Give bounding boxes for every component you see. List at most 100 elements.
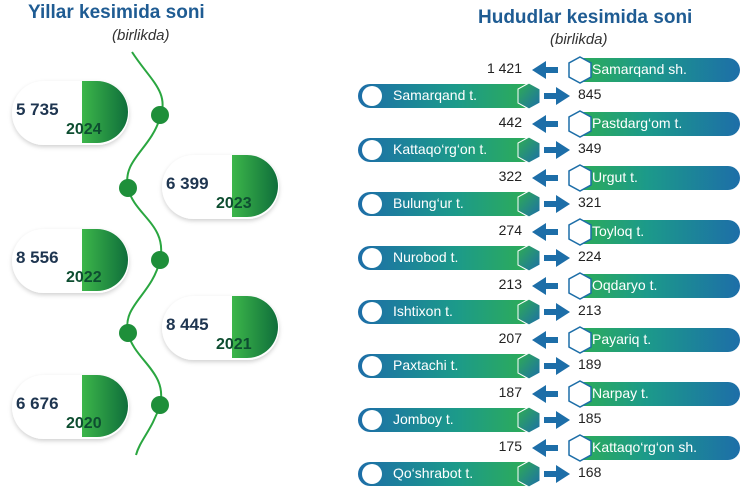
district-label: Jomboy t. [393,411,454,427]
district-label: Qo‘shrabot t. [393,465,474,481]
hex-marker [568,326,592,354]
district-circle [362,464,382,484]
district-value: 274 [498,222,522,238]
district-value: 187 [498,384,522,400]
hex-marker [517,298,541,326]
district-bar [358,408,536,432]
hex-marker [517,406,541,434]
year-value: 6 676 [16,394,59,413]
district-value: 321 [578,194,602,210]
district-circle [362,140,382,160]
arrow-left-icon [532,331,558,349]
district-label: Payariq t. [592,331,652,347]
district-circle [362,410,382,430]
arrow-left-icon [532,439,558,457]
year-badge [232,296,278,358]
district-value: 845 [578,86,602,102]
district-label: Paxtachi t. [393,357,459,373]
district-circle [362,356,382,376]
arrow-right-icon [544,87,570,105]
district-bar [570,166,740,190]
district-bar [570,274,740,298]
timeline-dot [119,179,137,197]
district-value: 189 [578,356,602,372]
arrow-left-icon [532,115,558,133]
district-bar [358,462,536,486]
district-circle [362,194,382,214]
district-circle [362,248,382,268]
district-label: Ishtixon t. [393,303,453,319]
year-value: 6 399 [166,174,209,193]
arrow-right-icon [544,141,570,159]
left-chart-subtitle: (birlikda) [112,27,170,44]
year-value: 5 735 [16,100,59,119]
district-label: Nurobod t. [393,249,459,265]
district-label: Narpay t. [592,385,649,401]
hex-marker [517,352,541,380]
district-label: Bulung‘ur t. [393,195,464,211]
arrow-right-icon [544,303,570,321]
district-value: 168 [578,464,602,480]
district-bar [570,328,740,352]
year-badge [82,229,128,291]
timeline-dot [151,396,169,414]
timeline-dot [151,251,169,269]
district-label: Samarqand sh. [592,61,687,77]
arrow-left-icon [532,61,558,79]
year-label: 2024 [66,121,102,138]
hex-marker [568,164,592,192]
hex-marker [568,110,592,138]
hex-marker [568,272,592,300]
hex-marker [568,56,592,84]
year-badge [232,155,278,217]
right-chart-title: Hududlar kesimida soni [478,7,693,28]
year-value: 8 556 [16,248,59,267]
district-bar [570,382,740,406]
arrow-right-icon [544,195,570,213]
district-value: 224 [578,248,602,264]
year-value: 8 445 [166,315,209,334]
timeline-dot [119,324,137,342]
district-bar [358,84,536,108]
district-value: 213 [578,302,602,318]
arrow-left-icon [532,223,558,241]
year-label: 2020 [66,415,102,432]
year-label: 2021 [216,336,252,353]
year-label: 2023 [216,195,252,212]
district-bar [570,58,740,82]
district-bar [358,138,536,162]
hex-marker [517,460,541,488]
hex-marker [517,82,541,110]
district-bar [358,300,536,324]
district-label: Oqdaryo t. [592,277,658,293]
district-bar [570,436,740,460]
district-bar [570,220,740,244]
right-chart-subtitle: (birlikda) [550,31,608,48]
hex-marker [568,380,592,408]
district-circle [362,86,382,106]
district-label: Urgut t. [592,169,638,185]
arrow-left-icon [532,169,558,187]
arrow-right-icon [544,249,570,267]
timeline-dot [151,106,169,124]
district-bar [358,246,536,270]
district-value: 207 [498,330,522,346]
district-label: Kattaqo‘rg‘on sh. [592,439,698,455]
district-value: 185 [578,410,602,426]
district-bar [570,112,740,136]
arrow-right-icon [544,465,570,483]
district-value: 175 [498,438,522,454]
arrow-left-icon [532,385,558,403]
district-circle [362,302,382,322]
hex-marker [568,434,592,462]
district-bar [358,192,536,216]
year-badge [82,375,128,437]
district-label: Kattaqo‘rg‘on t. [393,141,488,157]
hex-marker [517,190,541,218]
left-chart-title: Yillar kesimida soni [28,2,205,23]
district-label: Samarqand t. [393,87,478,103]
district-value: 349 [578,140,602,156]
district-value: 1 421 [486,60,522,76]
district-value: 442 [498,114,522,130]
